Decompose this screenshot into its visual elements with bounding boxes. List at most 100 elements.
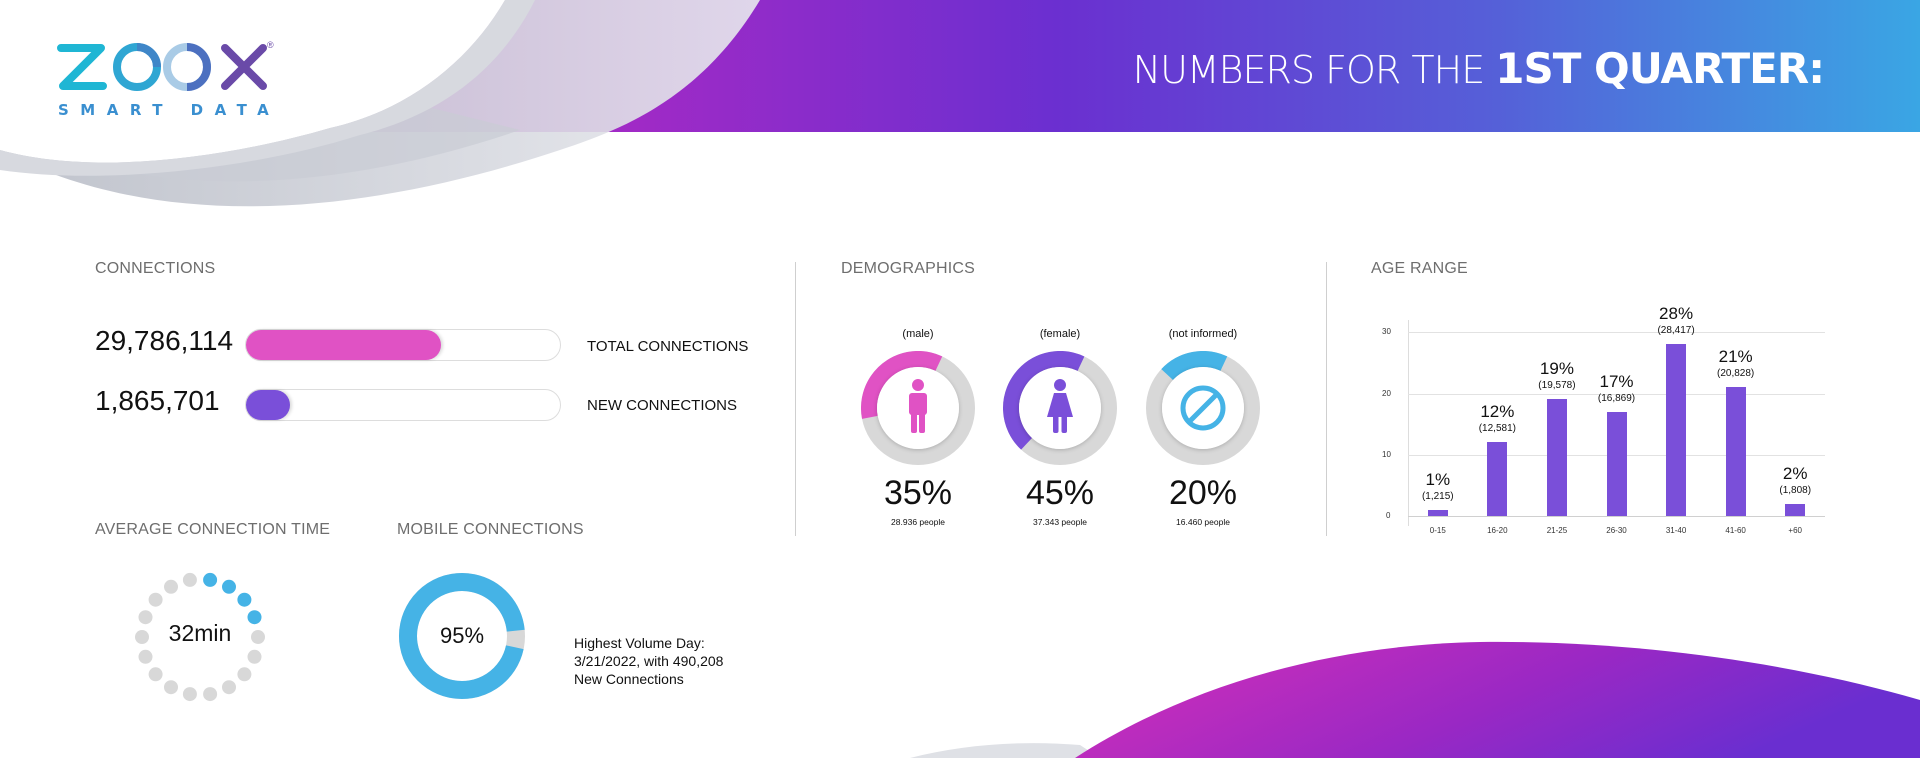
y-tick: 20 — [1382, 389, 1391, 398]
x-tick: 0-15 — [1429, 526, 1446, 535]
time-dot — [237, 667, 252, 682]
x-tick: 21-25 — [1546, 526, 1568, 535]
time-dot — [164, 680, 178, 695]
time-dot — [164, 579, 178, 594]
age-bar-count: (20,828) — [1717, 368, 1755, 380]
avg-connection-time-dots-ring — [135, 572, 265, 702]
age-bar-percent: 2% — [1782, 463, 1808, 483]
time-dot — [138, 649, 153, 664]
age-bar-count: (16,869) — [1597, 392, 1636, 404]
page-title-bold: 1ST QUARTER: — [1495, 44, 1825, 93]
mobile-connections-label: MOBILE CONNECTIONS — [397, 521, 584, 538]
x-tick: 16-20 — [1487, 526, 1508, 535]
age-bar — [1546, 399, 1567, 516]
male-donut — [861, 351, 975, 465]
x-tick: 41-60 — [1725, 526, 1746, 535]
x-tick: 26-30 — [1606, 526, 1627, 535]
total-connections-bar-fill — [246, 330, 441, 360]
prohibited-icon — [1180, 385, 1226, 431]
avg-connection-time-value: 32min — [168, 620, 232, 646]
female-percent: 45% — [1025, 474, 1095, 512]
connections-label: CONNECTIONS — [95, 260, 216, 277]
highest-volume-note: Highest Volume Day: 3/21/2022, with 490,… — [574, 634, 723, 688]
new-connections-value: 1,865,701 — [95, 385, 220, 416]
age-bar-count: (1,215) — [1421, 490, 1454, 502]
x-tick: +60 — [1788, 526, 1802, 535]
time-dot — [148, 667, 163, 682]
demographic-female: (female) — [985, 328, 1135, 340]
gridline-0 — [1408, 516, 1825, 517]
highest-volume-line-2: 3/21/2022, with 490,208 — [574, 653, 724, 669]
time-dot — [203, 687, 218, 702]
female-icon — [1047, 379, 1073, 433]
age-bar-percent: 17% — [1599, 371, 1634, 391]
y-tick: 0 — [1386, 511, 1391, 520]
mobile-connections-value: 95% — [439, 623, 485, 648]
demographic-caption: (male) — [902, 328, 934, 340]
time-dot — [251, 630, 265, 644]
age-bar — [1785, 503, 1806, 516]
time-dot — [182, 687, 197, 702]
gridline-20 — [1408, 394, 1825, 395]
logo-subtitle: SMART DATA — [58, 101, 281, 119]
demographic-not-informed: (not informed) — [1128, 328, 1278, 340]
time-dot — [237, 592, 252, 607]
registered-mark: ® — [267, 40, 274, 50]
time-dot — [203, 572, 218, 587]
not-informed-people: 16.460 people — [1176, 517, 1230, 527]
divider-left — [795, 262, 796, 536]
highest-volume-line-3: New Connections — [574, 671, 684, 687]
time-dot — [135, 630, 149, 644]
page-title: NUMBERS FOR THE 1ST QUARTER: — [1132, 44, 1825, 93]
time-dot — [247, 610, 262, 625]
age-range-chart: 30 20 10 0 1% (1,215) 0-15 12% (12,581) 16-20… — [1370, 290, 1840, 540]
age-bar-percent: 12% — [1480, 402, 1515, 422]
age-bar — [1487, 442, 1508, 516]
female-donut — [1003, 351, 1117, 465]
page-title-light: NUMBERS FOR THE — [1132, 48, 1496, 92]
time-dot — [148, 592, 163, 607]
new-connections-bar — [245, 389, 561, 421]
y-tick: 30 — [1382, 327, 1391, 336]
mobile-connections-donut — [399, 573, 525, 699]
demographics-label: DEMOGRAPHICS — [841, 260, 975, 277]
age-bar-percent: 1% — [1425, 469, 1451, 489]
time-dot — [138, 610, 153, 625]
female-people: 37.343 people — [1033, 517, 1087, 527]
time-dot — [222, 579, 236, 594]
not-informed-donut — [1146, 351, 1260, 465]
age-range-label: AGE RANGE — [1371, 260, 1468, 277]
total-connections-bar — [245, 329, 561, 361]
age-bar-count: (19,578) — [1538, 380, 1576, 392]
male-percent: 35% — [883, 474, 953, 512]
age-bar-percent: 28% — [1659, 304, 1694, 324]
time-dot — [222, 680, 236, 695]
new-connections-bar-fill — [246, 390, 290, 420]
age-bar-count: (1,808) — [1779, 484, 1812, 496]
total-connections-value: 29,786,114 — [95, 325, 234, 356]
age-bar-count: (28,417) — [1657, 325, 1695, 337]
zoox-logo: ® — [55, 40, 285, 101]
demographic-caption: (not informed) — [1168, 328, 1238, 340]
age-bar — [1606, 411, 1627, 516]
age-bar-count: (12,581) — [1478, 423, 1516, 435]
age-bar — [1725, 387, 1746, 516]
age-bar-percent: 19% — [1539, 359, 1574, 379]
time-dot — [247, 649, 262, 664]
divider-right — [1326, 262, 1327, 536]
logo-mark-icon — [57, 43, 267, 91]
highest-volume-line-1: Highest Volume Day: — [574, 635, 705, 651]
x-tick: 31-40 — [1665, 526, 1687, 535]
total-connections-label: TOTAL CONNECTIONS — [587, 338, 749, 355]
not-informed-percent: 20% — [1168, 474, 1238, 512]
avg-connection-time-label: AVERAGE CONNECTION TIME — [95, 521, 331, 538]
age-bar-percent: 21% — [1718, 347, 1753, 367]
age-bar — [1666, 344, 1687, 516]
male-people: 28.936 people — [891, 517, 945, 527]
y-tick: 10 — [1382, 450, 1391, 459]
gridline-30 — [1408, 332, 1825, 333]
demographic-male: (male) — [843, 328, 993, 340]
age-bar — [1427, 509, 1448, 516]
male-icon — [909, 379, 927, 433]
